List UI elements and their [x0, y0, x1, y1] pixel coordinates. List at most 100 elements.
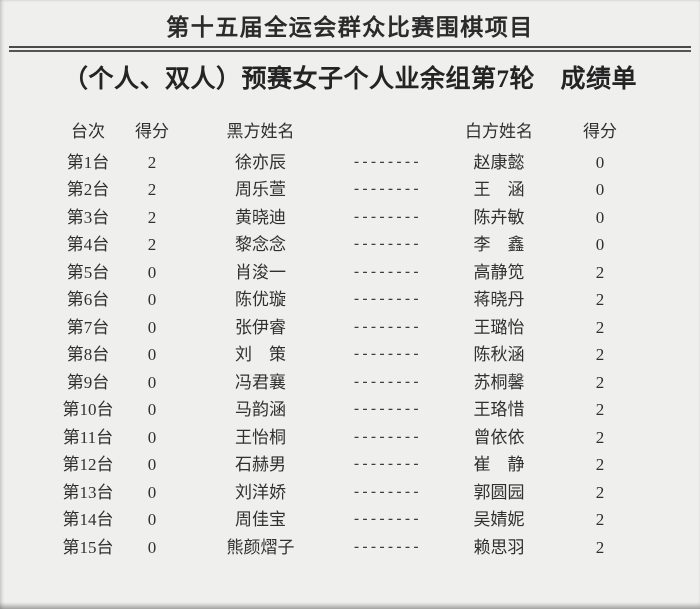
black-score-cell: 0 — [147, 290, 157, 309]
table-row: 第15台 0 熊颜熠子 -------- 赖思羽 2 — [0, 534, 700, 562]
black-name-cell: 刘洋娇 — [235, 482, 286, 502]
white-name-cell: 崔 静 — [473, 455, 525, 474]
white-name-cell: 曾依依 — [473, 427, 525, 447]
white-score-cell: 2 — [595, 537, 605, 557]
table-row: 第4台 2 黎念念 -------- 李 鑫 0 — [0, 231, 700, 259]
results-table-body: 第1台 2 徐亦辰 -------- 赵康懿 0 第2台 2 周乐萱 -----… — [0, 149, 700, 562]
white-score-cell: 2 — [595, 427, 605, 447]
header-board: 台次 — [71, 122, 105, 141]
table-row: 第2台 2 周乐萱 -------- 王 涵 0 — [0, 176, 700, 204]
black-score-cell: 2 — [147, 235, 157, 254]
board-cell: 第5台 — [66, 262, 110, 282]
black-score-cell: 0 — [147, 262, 157, 282]
board-cell: 第10台 — [62, 400, 114, 419]
separator-dashes: -------- — [354, 456, 422, 472]
board-cell: 第1台 — [66, 152, 110, 172]
board-cell: 第8台 — [66, 345, 110, 364]
black-score-cell: 2 — [147, 152, 157, 172]
table-row: 第1台 2 徐亦辰 -------- 赵康懿 0 — [0, 149, 700, 177]
separator-dashes: -------- — [354, 373, 422, 390]
separator-dashes: -------- — [354, 291, 422, 307]
white-name-cell: 郭圆园 — [473, 482, 525, 502]
page-subtitle: （个人、双人）预赛女子个人业余组第7轮 成绩单 — [62, 66, 637, 93]
black-score-cell: 0 — [147, 537, 157, 557]
separator-dashes: -------- — [354, 236, 422, 252]
black-score-cell: 0 — [147, 427, 157, 447]
board-cell: 第9台 — [66, 372, 110, 392]
white-name-cell: 赵康懿 — [473, 152, 525, 172]
white-name-cell: 陈秋涵 — [473, 345, 525, 364]
black-name-cell: 熊颜熠子 — [226, 537, 295, 557]
black-name-cell: 周佳宝 — [235, 510, 286, 529]
divider-line-bottom — [9, 50, 691, 52]
black-score-cell: 0 — [147, 482, 157, 502]
table-row: 第7台 0 张伊睿 -------- 王璐怡 2 — [0, 314, 700, 342]
header-black-score: 得分 — [135, 122, 169, 141]
separator-dashes: -------- — [354, 263, 422, 280]
table-row: 第5台 0 肖浚一 -------- 高静笕 2 — [0, 259, 700, 287]
black-name-cell: 黄晓迪 — [235, 207, 286, 227]
board-cell: 第12台 — [62, 455, 114, 474]
white-name-cell: 蒋晓丹 — [473, 290, 525, 309]
page-title: 第十五届全运会群众比赛围棋项目 — [166, 15, 534, 40]
separator-dashes: -------- — [354, 401, 422, 417]
black-name-cell: 黎念念 — [235, 235, 286, 254]
board-cell: 第13台 — [62, 482, 114, 502]
separator-dashes: -------- — [354, 318, 422, 335]
black-name-cell: 徐亦辰 — [235, 152, 286, 172]
board-cell: 第6台 — [66, 290, 110, 309]
white-score-cell: 2 — [595, 400, 605, 419]
header-separator-spacer — [348, 118, 428, 146]
white-name-cell: 陈卉敏 — [473, 207, 525, 227]
white-name-cell: 王 涵 — [473, 180, 525, 199]
black-name-cell: 陈优璇 — [235, 290, 286, 309]
title-divider — [9, 46, 691, 52]
black-name-cell: 张伊睿 — [235, 317, 286, 337]
separator-dashes: -------- — [354, 181, 422, 197]
separator-dashes: -------- — [354, 208, 422, 225]
table-row: 第9台 0 冯君襄 -------- 苏桐馨 2 — [0, 369, 700, 397]
white-score-cell: 0 — [595, 152, 605, 172]
table-row: 第13台 0 刘洋娇 -------- 郭圆园 2 — [0, 479, 700, 507]
board-cell: 第11台 — [62, 427, 114, 447]
black-score-cell: 0 — [147, 510, 157, 529]
table-header-row: 台次 得分 黑方姓名 白方姓名 得分 — [0, 118, 700, 146]
separator-dashes: -------- — [354, 538, 422, 555]
black-name-cell: 刘 策 — [235, 345, 286, 364]
separator-dashes: -------- — [354, 428, 422, 445]
white-name-cell: 王珞惜 — [473, 400, 525, 419]
board-cell: 第15台 — [62, 537, 114, 557]
black-name-cell: 周乐萱 — [235, 180, 286, 199]
white-score-cell: 0 — [595, 235, 605, 254]
white-score-cell: 2 — [595, 482, 605, 502]
table-row: 第11台 0 王怡桐 -------- 曾依依 2 — [0, 424, 700, 452]
black-name-cell: 马韵涵 — [235, 400, 286, 419]
black-score-cell: 2 — [147, 207, 157, 227]
separator-dashes: -------- — [354, 153, 422, 170]
white-name-cell: 苏桐馨 — [473, 372, 525, 392]
black-score-cell: 0 — [147, 345, 157, 364]
white-name-cell: 高静笕 — [473, 262, 525, 282]
header-black-name: 黑方姓名 — [226, 122, 295, 141]
white-score-cell: 2 — [595, 455, 605, 474]
separator-dashes: -------- — [354, 483, 422, 500]
header-white-score: 得分 — [583, 122, 617, 141]
separator-dashes: -------- — [354, 511, 422, 527]
board-cell: 第4台 — [66, 235, 110, 254]
white-name-cell: 赖思羽 — [473, 537, 525, 557]
white-score-cell: 2 — [595, 290, 605, 309]
header-white-name: 白方姓名 — [465, 122, 533, 141]
divider-line-top — [9, 46, 691, 48]
table-row: 第14台 0 周佳宝 -------- 吴婧妮 2 — [0, 506, 700, 534]
board-cell: 第2台 — [66, 180, 110, 199]
white-score-cell: 0 — [595, 180, 605, 199]
black-score-cell: 0 — [147, 400, 157, 419]
board-cell: 第3台 — [66, 207, 110, 227]
white-name-cell: 王璐怡 — [473, 317, 525, 337]
black-score-cell: 0 — [147, 372, 157, 392]
table-row: 第12台 0 石赫男 -------- 崔 静 2 — [0, 451, 700, 479]
table-row: 第6台 0 陈优璇 -------- 蒋晓丹 2 — [0, 286, 700, 314]
board-cell: 第14台 — [62, 510, 114, 529]
black-score-cell: 0 — [147, 317, 157, 337]
